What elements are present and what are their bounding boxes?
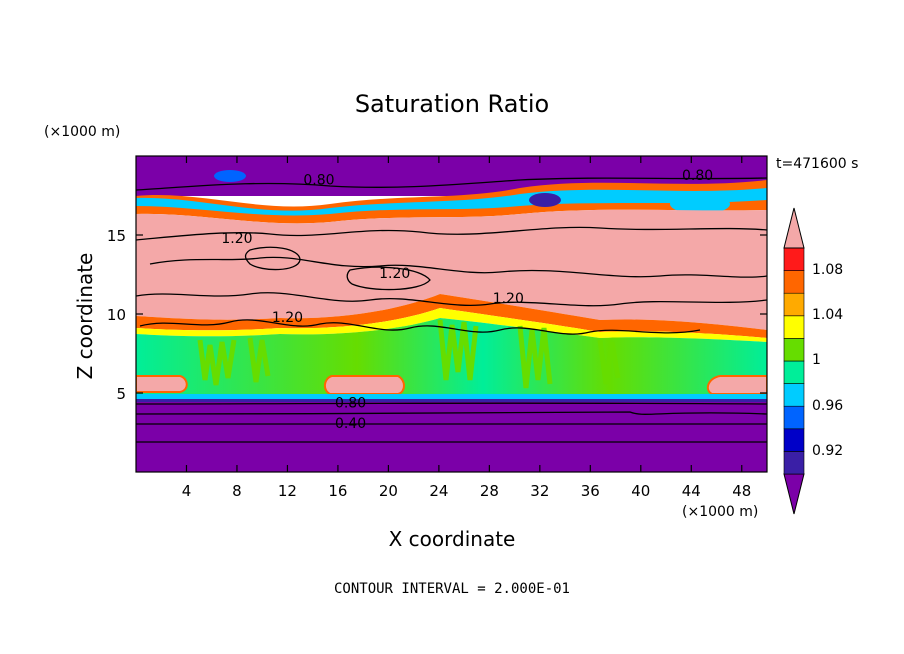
- colorbar-swatch: [783, 451, 805, 475]
- x-tick-label: 8: [232, 482, 242, 500]
- x-tick-label: 44: [682, 482, 701, 500]
- contour-label: 0.80: [335, 395, 366, 411]
- colorbar-swatch: [783, 383, 805, 407]
- x-tick-label: 4: [182, 482, 192, 500]
- y-tick-label: 5: [116, 385, 126, 403]
- colorbar-swatch: [783, 360, 805, 384]
- x-unit-label: (×1000 m): [682, 504, 758, 520]
- x-tick-label: 24: [429, 482, 448, 500]
- colorbar-swatch: [783, 428, 805, 452]
- y-unit-label: (×1000 m): [44, 124, 120, 140]
- contour-labels: 0.80 0.80 1.20 1.20 1.20 1.20 0.80 0.40: [221, 168, 713, 432]
- y-tick-label: 10: [107, 306, 126, 324]
- x-axis-label: X coordinate: [389, 527, 516, 551]
- x-tick-label: 20: [379, 482, 398, 500]
- x-tick-label: 32: [530, 482, 549, 500]
- colorbar-extend-low: [783, 473, 805, 515]
- colorbar-swatch: [783, 247, 805, 271]
- colorbar-swatch: [783, 315, 805, 339]
- y-axis-label: Z coordinate: [73, 253, 97, 380]
- contour-label: 1.20: [221, 231, 252, 247]
- colorbar-label: 0.92: [812, 443, 843, 459]
- colorbar: 0.92 0.96 1 1.04 1.08: [783, 207, 843, 515]
- contour-label: 1.20: [493, 291, 524, 307]
- contour-interval-footer: CONTOUR INTERVAL = 2.000E-01: [334, 581, 570, 597]
- colorbar-label: 1.04: [812, 307, 843, 323]
- x-tick-label: 28: [480, 482, 499, 500]
- x-axis: 4 8 12 16 20 24 28 32 36 40 44 48: [182, 156, 751, 500]
- x-tick-label: 36: [581, 482, 600, 500]
- colorbar-swatch: [783, 292, 805, 317]
- colorbar-extend-high: [783, 207, 805, 249]
- colorbar-label: 1: [812, 352, 821, 368]
- contour-label: 0.80: [682, 168, 713, 184]
- colorbar-label: 0.96: [812, 398, 843, 414]
- y-tick-label: 15: [107, 227, 126, 245]
- contour-label: 1.20: [272, 310, 303, 326]
- colorbar-swatch: [783, 270, 805, 294]
- x-tick-label: 12: [278, 482, 297, 500]
- contour-label: 0.80: [303, 173, 334, 189]
- x-tick-label: 40: [631, 482, 650, 500]
- plot-area: [136, 156, 767, 472]
- contour-label: 0.40: [335, 416, 366, 432]
- x-tick-label: 48: [732, 482, 751, 500]
- contour-label: 1.20: [379, 266, 410, 282]
- chart-title: Saturation Ratio: [355, 90, 549, 118]
- x-tick-label: 16: [328, 482, 347, 500]
- time-label: t=471600 s: [776, 156, 858, 172]
- y-axis: 5 10 15: [107, 227, 767, 403]
- colorbar-label: 1.08: [812, 262, 843, 278]
- colorbar-swatch: [783, 338, 805, 362]
- layer-lower-dry: [136, 396, 767, 472]
- colorbar-swatch: [783, 405, 805, 430]
